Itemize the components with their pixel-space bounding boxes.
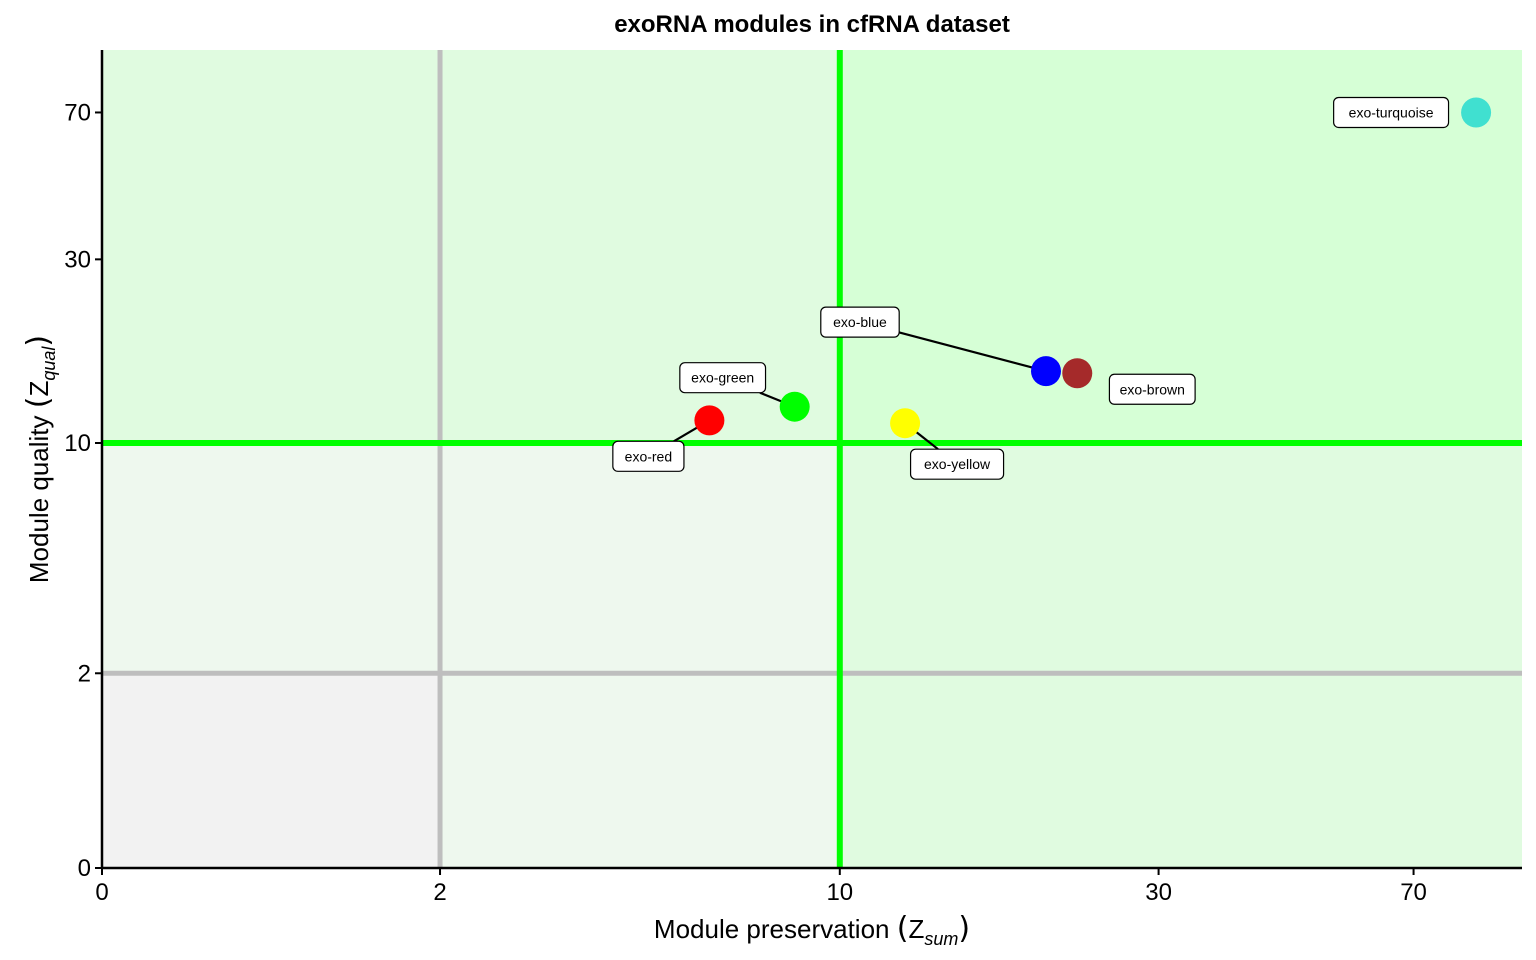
x-tick-label: 10 — [826, 879, 853, 906]
point-label-box — [612, 440, 685, 472]
point-label-text: exo-turquoise — [1349, 104, 1434, 120]
label-connector — [914, 430, 939, 451]
x-axis-title: Module preservation (Zsum) — [654, 911, 970, 949]
point-label: exo-blue — [820, 306, 900, 338]
y-tick-label: 10 — [64, 430, 91, 457]
x-tick-label: 2 — [433, 879, 446, 906]
point-label-box — [909, 448, 1005, 480]
data-point — [1461, 97, 1492, 128]
y-tick-label: 30 — [64, 246, 91, 273]
x-tick-label: 70 — [1400, 879, 1427, 906]
data-point — [1062, 358, 1093, 389]
point-label-text: exo-brown — [1120, 381, 1185, 397]
point-label-text: exo-yellow — [924, 456, 991, 472]
point-label-box — [820, 306, 900, 338]
chart-title: exoRNA modules in cfRNA dataset — [614, 11, 1010, 38]
axis-title-text: Module preservation (Zsum) — [654, 911, 970, 949]
label-connector — [673, 425, 699, 443]
data-point — [890, 408, 921, 439]
label-connector — [898, 331, 1034, 369]
point-label: exo-green — [679, 362, 767, 394]
axis-title-text: Module quality (Zqual) — [21, 335, 59, 583]
data-point — [1030, 356, 1061, 387]
x-tick-label: 30 — [1145, 879, 1172, 906]
y-tick-label: 2 — [78, 660, 91, 687]
point-label: exo-brown — [1108, 373, 1196, 405]
y-tick-label: 0 — [78, 855, 91, 882]
x-tick-label: 0 — [95, 879, 108, 906]
point-label-text: exo-blue — [833, 314, 887, 330]
point-label-box — [679, 362, 767, 394]
label-connector — [759, 391, 784, 403]
point-label-text: exo-green — [691, 370, 754, 386]
region-low — [102, 673, 441, 868]
point-label-box — [1333, 96, 1450, 129]
y-axis-title: Module quality (Zqual) — [21, 335, 59, 583]
y-tick-label: 70 — [64, 99, 91, 126]
point-label-box — [1108, 373, 1196, 405]
data-point — [694, 405, 725, 436]
point-label: exo-turquoise — [1333, 96, 1450, 129]
point-label: exo-yellow — [909, 448, 1005, 480]
data-point — [779, 391, 810, 422]
point-label-text: exo-red — [625, 448, 672, 464]
point-label: exo-red — [612, 440, 685, 472]
